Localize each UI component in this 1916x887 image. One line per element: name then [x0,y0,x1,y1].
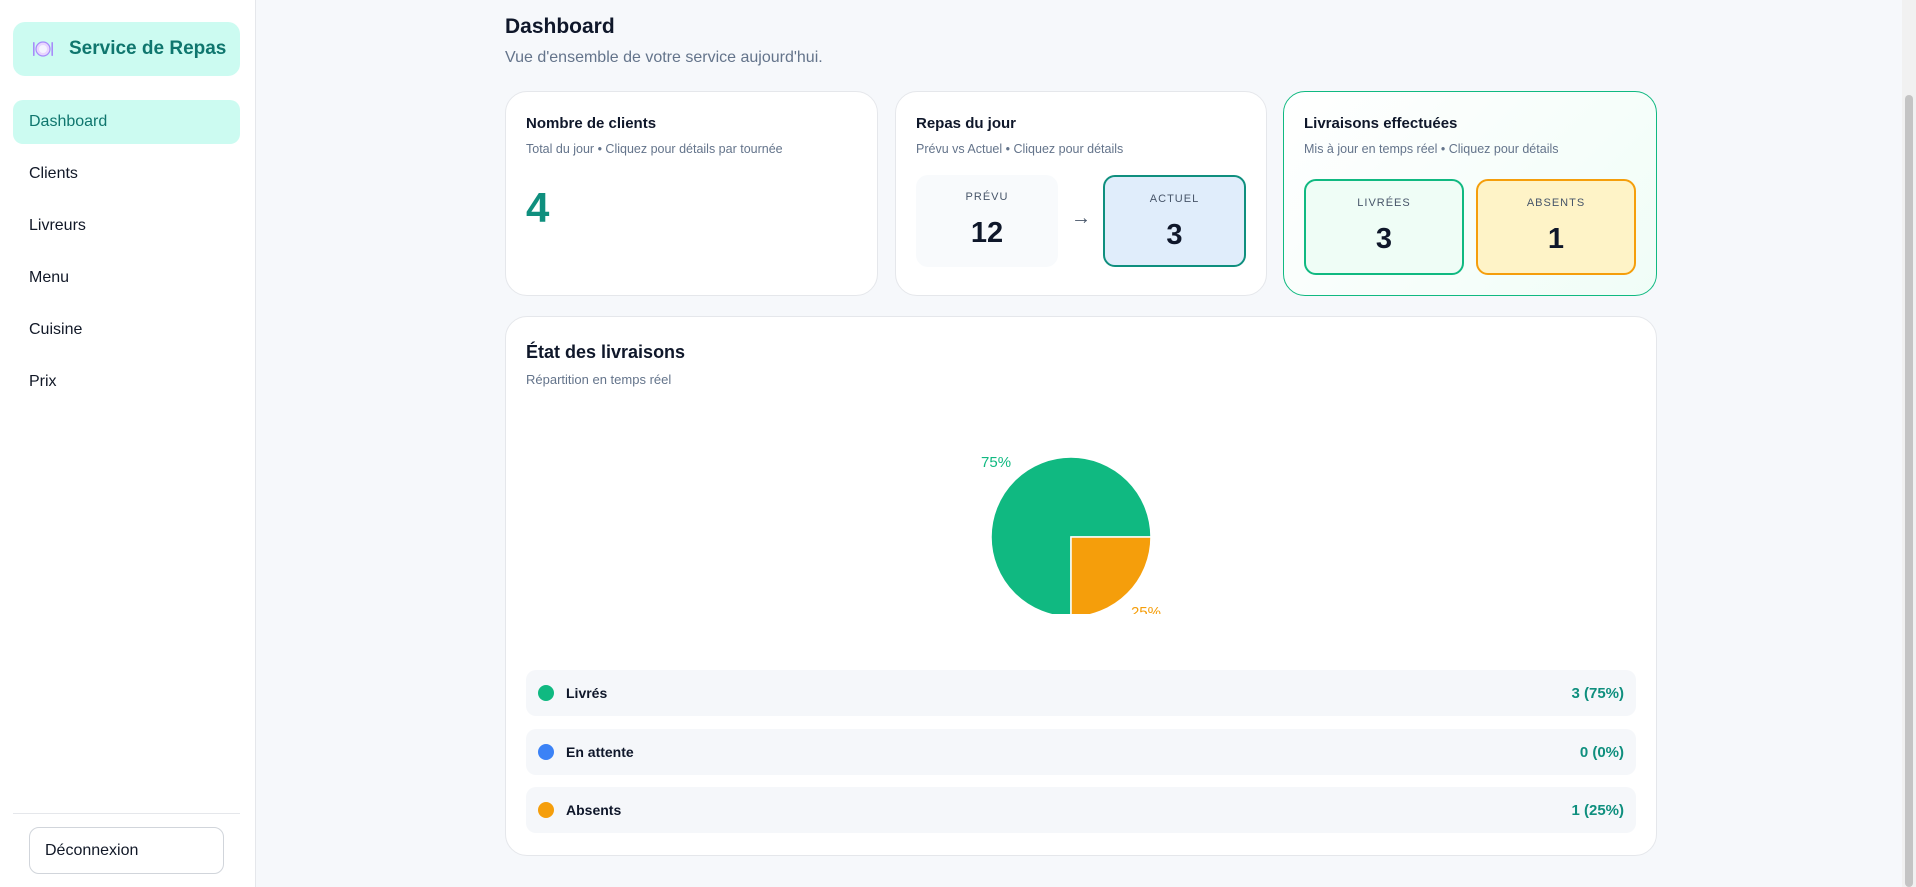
pie-chart-svg: 75% 25% [981,454,1161,621]
en-attente-dot-icon [538,744,554,760]
etat-subtitle: Répartition en temps réel [526,372,672,387]
legend-value: 3 (75%) [1571,684,1624,702]
actuel-box: ACTUEL 3 [1103,175,1246,267]
clients-card-title: Nombre de clients [526,115,657,132]
legend-label: En attente [566,744,634,760]
pie-chart: 75% 25% [971,429,1191,621]
sidebar-nav: Dashboard Clients Livreurs Menu Cuisine … [13,100,240,412]
livrees-box: LIVRÉES 3 [1304,179,1464,275]
actuel-label: ACTUEL [1149,193,1200,205]
sidebar-item-cuisine[interactable]: Cuisine [29,321,83,338]
page-title: Dashboard [505,15,615,38]
legend-value: 0 (0%) [1579,743,1624,761]
prevu-box: PRÉVU 12 [916,175,1058,267]
repas-card-subtitle: Prévu vs Actuel • Cliquez pour détails [916,142,1124,156]
legend-label: Absents [566,802,622,818]
clients-card[interactable]: Nombre de clients Total du jour • Clique… [505,91,878,296]
brand[interactable]: Service de Repas [13,22,240,76]
sidebar-item-livreurs[interactable]: Livreurs [29,217,86,234]
etat-title: État des livraisons [526,342,686,362]
sidebar-item-prix[interactable]: Prix [29,373,57,390]
livrees-label: LIVRÉES [1357,197,1411,209]
livres-dot-icon [538,685,554,701]
prevu-value: 12 [970,217,1004,249]
brand-title: Service de Repas [69,38,227,59]
absents-label: ABSENTS [1526,197,1586,209]
scrollbar-thumb[interactable] [1905,95,1913,887]
sidebar-item-dashboard[interactable]: Dashboard [13,100,240,144]
etat-livraisons-card: État des livraisons Répartition en temps… [505,316,1657,856]
page-subtitle: Vue d'ensemble de votre service aujourd'… [505,49,823,66]
legend-row-absents: Absents 1 (25%) [526,787,1636,833]
pie-label-absents: 25% [1131,604,1161,614]
legend-label: Livrés [566,685,608,701]
page-scrollbar[interactable] [1902,0,1916,887]
absents-value: 1 [1547,223,1565,255]
legend-value: 1 (25%) [1571,801,1624,819]
livraisons-card-subtitle: Mis à jour en temps réel • Cliquez pour … [1304,142,1559,156]
pie-slice-absents [1070,536,1152,618]
clients-card-subtitle: Total du jour • Cliquez pour détails par… [526,142,783,156]
logout-button[interactable]: Déconnexion [29,827,224,874]
prevu-label: PRÉVU [965,191,1009,203]
sidebar-divider [13,813,240,814]
sidebar: Service de Repas Dashboard Clients Livre… [0,0,256,887]
plate-cutlery-icon [31,37,55,61]
actuel-value: 3 [1166,219,1183,251]
sidebar-item-menu[interactable]: Menu [29,269,70,286]
clients-count: 4 [526,184,550,231]
sidebar-item-clients[interactable]: Clients [29,165,78,182]
absents-box: ABSENTS 1 [1476,179,1636,275]
arrow-right-icon: → [1071,207,1091,229]
legend-row-en-attente: En attente 0 (0%) [526,729,1636,775]
absents-dot-icon [538,802,554,818]
livraisons-card[interactable]: Livraisons effectuées Mis à jour en temp… [1283,91,1657,296]
repas-card[interactable]: Repas du jour Prévu vs Actuel • Cliquez … [895,91,1267,296]
pie-label-livrés: 75% [981,454,1011,471]
livraisons-card-title: Livraisons effectuées [1304,115,1458,132]
legend-row-livres: Livrés 3 (75%) [526,670,1636,716]
livrees-value: 3 [1375,223,1393,255]
repas-card-title: Repas du jour [916,115,1017,132]
